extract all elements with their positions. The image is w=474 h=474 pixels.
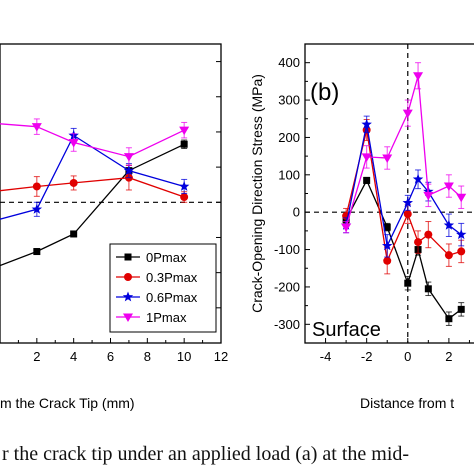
panel-b-data-point bbox=[424, 230, 433, 239]
panel-b-data-point bbox=[457, 247, 466, 256]
panel-a-series-1Pmax bbox=[0, 118, 190, 166]
panel-b-series-line bbox=[345, 124, 462, 248]
panel-a-data-point bbox=[32, 182, 41, 191]
panel-b-y-tick-label: -300 bbox=[274, 317, 300, 332]
panel-a-data-point bbox=[31, 203, 43, 214]
panel-b-data-point bbox=[423, 191, 434, 201]
panel-a-x-tick-label: 10 bbox=[177, 349, 191, 364]
panel-b-y-tick-label: 200 bbox=[278, 130, 300, 145]
panel-b-series-1Pmax bbox=[341, 62, 467, 234]
panel-b-data-point bbox=[424, 285, 432, 293]
panel-a: 2 4 6 8 10 12 m the Crack Tip (mm) 0Pmax 0.3Pm… bbox=[0, 43, 228, 411]
panel-b-y-tick-label: 300 bbox=[278, 93, 300, 108]
panel-b-data-point bbox=[457, 305, 465, 313]
panel-b-x-axis-title: Distance from t bbox=[360, 395, 454, 411]
panel-a-data-point bbox=[178, 181, 190, 191]
panel-b-data-point bbox=[444, 251, 453, 260]
legend-entry-0.6Pmax: 0.6Pmax bbox=[146, 290, 198, 305]
legend-marker bbox=[124, 273, 132, 281]
panel-a-series-0.6Pmax bbox=[0, 127, 190, 220]
panel-b-data-point bbox=[361, 118, 372, 129]
panel-a-data-point bbox=[33, 248, 41, 256]
legend-entry-0.3Pmax: 0.3Pmax bbox=[146, 270, 198, 285]
panel-b-y-tick-label: -200 bbox=[274, 279, 300, 294]
legend-marker bbox=[123, 313, 133, 322]
legend-marker bbox=[124, 253, 132, 261]
panel-a-series-line bbox=[0, 177, 185, 198]
panel-b-data-point bbox=[402, 109, 413, 119]
panel-b-zero-lines bbox=[305, 44, 474, 343]
panel-b-data-point bbox=[413, 72, 424, 81]
panel-b-series-0Pmax bbox=[342, 176, 465, 326]
panel-b-ticks: 400 300 200 100 0 -100 -200 -300 -4 -2 0 2 bbox=[274, 55, 470, 364]
panel-b-data-point bbox=[383, 223, 391, 231]
panel-b-annotation: Surface bbox=[312, 319, 381, 341]
panel-a-x-tick-label: 8 bbox=[144, 349, 151, 364]
panel-b-data-point bbox=[341, 223, 352, 233]
panel-b-data-point bbox=[456, 229, 467, 240]
panel-a-data-point bbox=[68, 138, 79, 148]
panel-a-x-tick-label: 12 bbox=[214, 349, 228, 364]
panel-b-x-tick-label: -2 bbox=[361, 349, 373, 364]
panel-b-data-point bbox=[382, 240, 393, 251]
panel-b-x-tick-label: 2 bbox=[445, 349, 452, 364]
panel-b-series-line bbox=[345, 178, 462, 320]
panel-a-series-0.3Pmax bbox=[0, 164, 189, 203]
panel-a-x-tick-label: 4 bbox=[70, 349, 77, 364]
panel-b-data-point bbox=[383, 256, 392, 265]
panel-a-x-tick-label: 2 bbox=[33, 349, 40, 364]
panel-b: 400 300 200 100 0 -100 -200 -300 -4 -2 0 2 Crack-Op… bbox=[249, 43, 474, 411]
panel-a-data-point bbox=[179, 126, 190, 136]
panel-b-data-point bbox=[382, 154, 393, 163]
panel-b-data-point bbox=[445, 315, 453, 323]
panel-a-x-tick-label: 6 bbox=[107, 349, 114, 364]
panel-a-x-axis-title: m the Crack Tip (mm) bbox=[0, 395, 135, 411]
panel-b-data-point bbox=[443, 182, 454, 192]
panel-a-series bbox=[0, 118, 190, 267]
panel-b-data-point bbox=[403, 210, 412, 219]
legend-entry-1Pmax: 1Pmax bbox=[146, 310, 187, 325]
panel-b-data-point bbox=[361, 153, 372, 162]
panel-a-series-line bbox=[0, 123, 185, 158]
panel-a-data-point bbox=[70, 230, 78, 238]
panel-b-data-point bbox=[412, 173, 424, 184]
panel-b-data-point bbox=[414, 238, 423, 247]
legend: 0Pmax 0.3Pmax 0.6Pmax 1Pmax bbox=[109, 243, 217, 333]
panel-b-data-point bbox=[456, 193, 467, 203]
panel-b-y-tick-label: 100 bbox=[278, 167, 300, 182]
panel-b-series-line bbox=[345, 75, 462, 228]
panel-a-data-point bbox=[123, 153, 134, 162]
panel-b-x-tick-label: 0 bbox=[404, 349, 411, 364]
panel-b-y-tick-label: 0 bbox=[293, 205, 300, 220]
legend-marker bbox=[122, 291, 134, 302]
panel-b-data-point bbox=[363, 176, 371, 184]
panel-b-data-point bbox=[404, 279, 412, 287]
panel-a-data-point bbox=[69, 178, 78, 187]
panel-b-data-point bbox=[402, 197, 413, 208]
panel-a-series-line bbox=[0, 134, 185, 220]
panel-b-label: (b) bbox=[310, 79, 339, 106]
caption-text: r the crack tip under an applied load (a… bbox=[2, 443, 410, 465]
panel-b-y-tick-label: -100 bbox=[274, 242, 300, 257]
panel-b-y-tick-label: 400 bbox=[278, 55, 300, 70]
panel-b-data-point bbox=[443, 219, 455, 230]
panel-a-data-point bbox=[180, 193, 189, 202]
panel-b-series-line bbox=[345, 129, 462, 264]
panel-a-ticks: 2 4 6 8 10 12 bbox=[17, 61, 228, 364]
panel-a-data-point bbox=[180, 140, 188, 148]
panel-b-x-tick-label: -4 bbox=[320, 349, 332, 364]
panel-b-y-axis-title: Crack-Opening Direction Stress (MPa) bbox=[249, 74, 265, 313]
panel-b-series bbox=[340, 62, 467, 326]
panel-a-data-point bbox=[31, 123, 42, 132]
figure-caption: r the crack tip under an applied load (a… bbox=[0, 434, 474, 474]
panel-a-data-point bbox=[123, 165, 135, 176]
panel-b-series-0.3Pmax bbox=[342, 118, 466, 275]
legend-entry-0Pmax: 0Pmax bbox=[146, 250, 187, 265]
